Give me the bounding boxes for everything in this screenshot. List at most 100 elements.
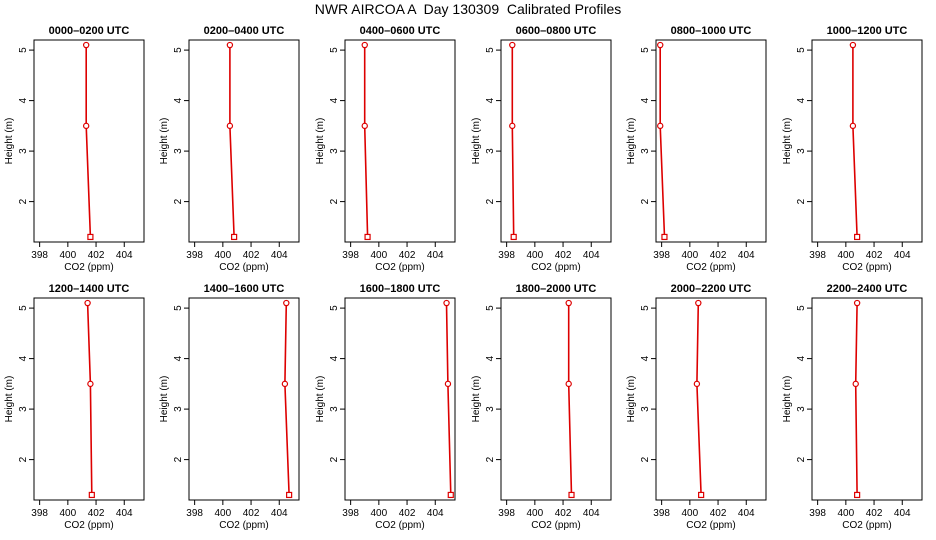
plot-frame <box>655 297 767 501</box>
data-point-marker <box>226 41 234 49</box>
chart-title: 1600–1800 UTC <box>360 283 441 295</box>
x-tick-label: 404 <box>271 508 288 519</box>
profile-line <box>659 45 666 237</box>
x-axis-label: CO2 (ppm) <box>219 520 268 531</box>
y-tick-label: 2 <box>640 198 651 204</box>
y-tick-label: 5 <box>173 305 184 311</box>
y-tick-label: 2 <box>796 198 807 204</box>
x-tick-label: 404 <box>427 250 444 261</box>
plot-frame <box>811 39 923 243</box>
data-point-marker <box>849 41 857 49</box>
x-tick-label: 402 <box>866 508 883 519</box>
y-tick-label: 3 <box>485 406 496 412</box>
x-axis-label: CO2 (ppm) <box>375 520 424 531</box>
plot-frame <box>188 39 300 243</box>
y-tick-label: 3 <box>173 148 184 154</box>
y-tick-label: 3 <box>329 406 340 412</box>
x-tick-label: 398 <box>186 508 203 519</box>
y-tick-label: 2 <box>18 198 29 204</box>
data-point-marker <box>87 233 94 241</box>
y-tick-label: 3 <box>485 148 496 154</box>
page-title: NWR AIRCOA A Day 130309 Calibrated Profi… <box>314 1 622 17</box>
x-tick-label: 398 <box>809 250 826 261</box>
y-tick-label: 5 <box>173 47 184 53</box>
profile-line <box>363 45 369 237</box>
x-tick-label: 404 <box>116 250 133 261</box>
x-axis-label: CO2 (ppm) <box>64 520 113 531</box>
data-point-marker <box>82 41 90 49</box>
x-tick-label: 400 <box>215 508 232 519</box>
plot-frame <box>33 39 145 243</box>
data-point-marker <box>361 41 368 49</box>
data-point-marker <box>852 380 859 388</box>
y-tick-label: 4 <box>329 97 340 103</box>
plot-frame <box>500 297 612 501</box>
y-tick-label: 5 <box>18 305 29 311</box>
data-point-marker <box>84 299 91 307</box>
y-tick-label: 2 <box>796 456 807 462</box>
y-tick-label: 4 <box>329 355 340 361</box>
data-point-marker <box>568 491 575 499</box>
x-tick-label: 400 <box>682 508 699 519</box>
x-tick-label: 400 <box>682 250 699 261</box>
plot-frame <box>344 297 456 501</box>
x-tick-label: 404 <box>271 250 288 261</box>
x-tick-label: 402 <box>88 250 105 261</box>
y-tick-label: 4 <box>796 355 807 361</box>
x-axis-label: CO2 (ppm) <box>531 520 580 531</box>
x-axis-label: CO2 (ppm) <box>375 262 424 273</box>
y-axis-label: Height (m) <box>626 118 637 165</box>
y-tick-label: 3 <box>796 148 807 154</box>
data-point-marker <box>447 491 454 499</box>
x-tick-label: 398 <box>653 250 670 261</box>
y-tick-label: 4 <box>796 97 807 103</box>
y-axis-label: Height (m) <box>782 376 793 423</box>
y-tick-label: 4 <box>173 355 184 361</box>
x-tick-label: 400 <box>371 508 388 519</box>
data-point-marker <box>286 491 293 499</box>
y-tick-label: 4 <box>640 355 651 361</box>
y-tick-label: 4 <box>18 97 29 103</box>
x-axis-label: CO2 (ppm) <box>686 262 735 273</box>
y-tick-label: 5 <box>329 47 340 53</box>
x-tick-label: 400 <box>527 508 544 519</box>
x-tick-label: 402 <box>88 508 105 519</box>
profile-line <box>511 45 515 237</box>
x-axis-label: CO2 (ppm) <box>686 520 735 531</box>
profile-line <box>852 45 858 237</box>
chart-title: 0000–0200 UTC <box>49 25 130 37</box>
x-tick-label: 404 <box>116 508 133 519</box>
data-point-marker <box>854 233 861 241</box>
profile-line <box>445 303 452 495</box>
y-tick-label: 5 <box>796 47 807 53</box>
x-tick-label: 400 <box>215 250 232 261</box>
x-tick-label: 398 <box>498 250 515 261</box>
x-tick-label: 404 <box>583 250 600 261</box>
x-tick-label: 400 <box>60 250 77 261</box>
x-tick-label: 404 <box>894 250 911 261</box>
chart-title: 0600–0800 UTC <box>516 25 597 37</box>
data-point-marker <box>661 233 668 241</box>
data-point-marker <box>509 122 516 130</box>
data-point-marker <box>657 122 664 130</box>
x-tick-label: 402 <box>710 508 727 519</box>
y-tick-label: 2 <box>329 198 340 204</box>
x-tick-label: 398 <box>186 250 203 261</box>
y-tick-label: 2 <box>329 456 340 462</box>
x-tick-label: 404 <box>427 508 444 519</box>
data-point-marker <box>283 299 290 307</box>
y-axis-label: Height (m) <box>782 118 793 165</box>
data-point-marker <box>657 41 664 49</box>
y-tick-label: 5 <box>640 47 651 53</box>
data-point-marker <box>226 122 234 130</box>
y-tick-label: 3 <box>173 406 184 412</box>
data-point-marker <box>281 380 289 388</box>
y-axis-label: Height (m) <box>626 376 637 423</box>
y-tick-label: 3 <box>640 406 651 412</box>
